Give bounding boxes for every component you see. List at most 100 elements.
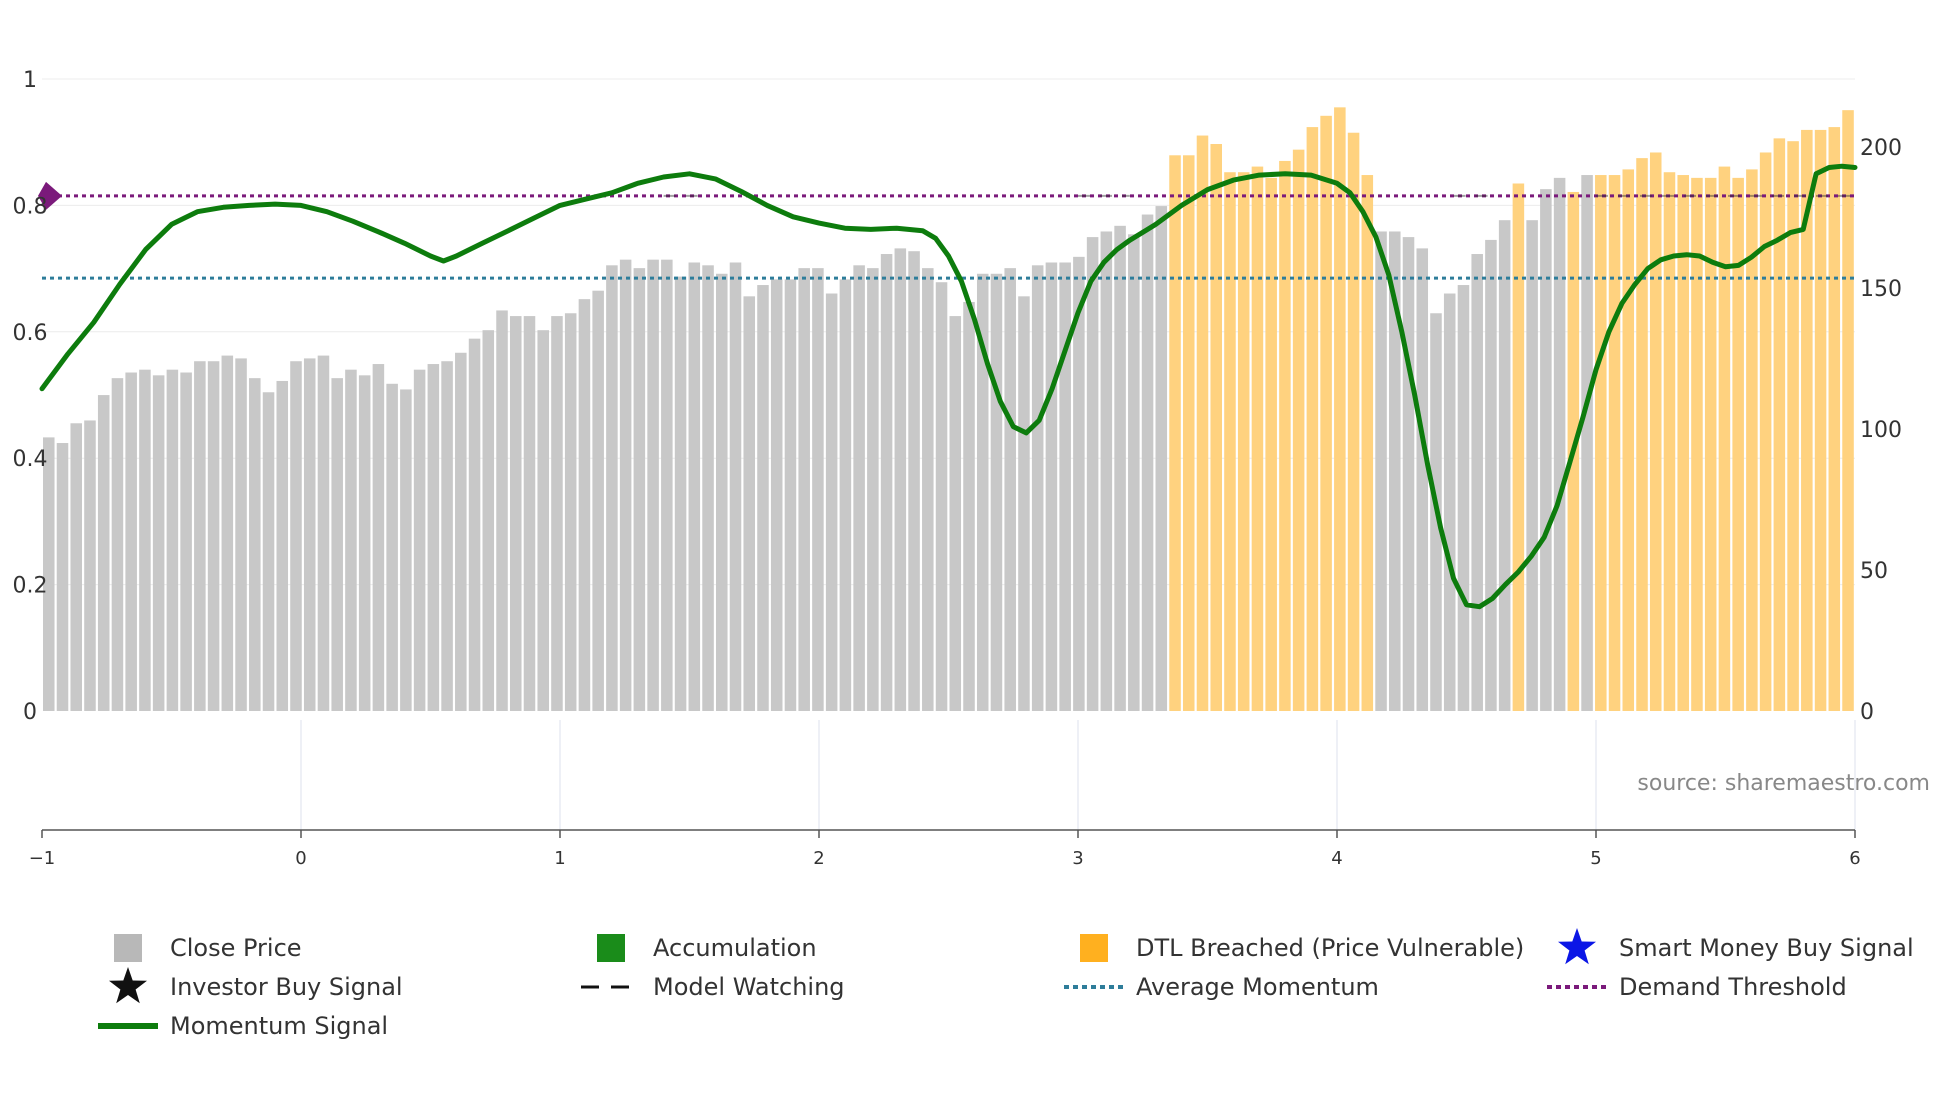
demand-threshold-marker bbox=[38, 181, 62, 210]
close-price-bar bbox=[537, 330, 549, 711]
close-price-bar bbox=[1292, 149, 1305, 711]
left-tick-label: 0.8 bbox=[13, 194, 48, 219]
close-price-bar bbox=[1251, 166, 1264, 711]
legend-item: Investor Buy Signal bbox=[109, 967, 403, 1004]
close-price-bar bbox=[1086, 237, 1099, 711]
close-price-bar bbox=[1169, 155, 1181, 711]
close-price-bar bbox=[427, 364, 440, 711]
close-price-bar bbox=[716, 273, 728, 711]
close-price-bar bbox=[1155, 206, 1168, 711]
close-price-bar bbox=[1114, 225, 1126, 712]
close-price-bar bbox=[111, 378, 124, 711]
close-price-bar bbox=[688, 262, 701, 711]
legend-label: DTL Breached (Price Vulnerable) bbox=[1136, 934, 1524, 962]
left-tick-label: 1 bbox=[23, 68, 37, 93]
close-price-bar bbox=[1224, 172, 1236, 712]
close-price-bar bbox=[317, 355, 330, 711]
close-price-bar bbox=[1746, 169, 1758, 711]
momentum-signal bbox=[39, 163, 1858, 610]
close-price-bar bbox=[1677, 175, 1689, 711]
close-price-bar bbox=[1471, 254, 1483, 711]
axis-ticks: 0 0.2 0.4 0.6 0.8 1 0 50 100 150 200 bbox=[13, 68, 1903, 725]
star bbox=[1558, 928, 1596, 965]
close-price-bar bbox=[935, 282, 948, 711]
black-star-icon bbox=[109, 967, 147, 1004]
close-price-bar bbox=[702, 265, 714, 711]
close-price-bar bbox=[1828, 127, 1841, 711]
close-price-bar bbox=[825, 293, 838, 711]
x-tick-label: 3 bbox=[1072, 848, 1083, 869]
close-price-bar bbox=[1787, 141, 1799, 712]
swatch bbox=[597, 934, 625, 962]
close-price-bar bbox=[1691, 177, 1703, 712]
star bbox=[109, 967, 147, 1004]
x-tick-label: −1 bbox=[29, 848, 56, 869]
close-price-bar bbox=[1347, 132, 1360, 711]
close-price-bar bbox=[1443, 293, 1456, 711]
close-price-bar bbox=[1279, 160, 1291, 711]
close-price-bar bbox=[1320, 115, 1332, 711]
legend-item: Accumulation bbox=[597, 934, 817, 962]
legend-item: Close Price bbox=[114, 934, 302, 962]
legend-label: Investor Buy Signal bbox=[170, 973, 403, 1001]
close-price-bar bbox=[84, 420, 96, 711]
close-price-bar bbox=[1402, 237, 1415, 711]
close-price-bar bbox=[468, 338, 481, 711]
close-price-bar bbox=[1608, 175, 1621, 711]
close-price-bar bbox=[1182, 155, 1195, 711]
right-tick-label: 100 bbox=[1860, 418, 1902, 443]
left-tick-label: 0.2 bbox=[13, 574, 48, 599]
close-price-bar bbox=[70, 423, 83, 711]
close-price-bar bbox=[1210, 144, 1222, 711]
close-price-bar bbox=[1196, 135, 1209, 712]
close-price-bar bbox=[1128, 234, 1140, 711]
close-price-bar bbox=[1842, 110, 1854, 712]
x-tick-label: 6 bbox=[1849, 848, 1860, 869]
close-price-bar bbox=[290, 361, 302, 711]
close-price-bar bbox=[674, 276, 687, 711]
right-tick-label: 50 bbox=[1860, 559, 1888, 584]
close-price-bar bbox=[729, 262, 742, 711]
close-price-bar bbox=[1141, 214, 1154, 712]
close-price-bar bbox=[441, 361, 453, 711]
green-square-icon bbox=[597, 934, 625, 962]
close-price-bar bbox=[166, 369, 179, 711]
close-price-bar bbox=[249, 378, 261, 711]
close-price-bar bbox=[139, 369, 151, 711]
close-price-bar bbox=[908, 251, 920, 711]
legend-item: Momentum Signal bbox=[98, 1012, 388, 1040]
close-price-bar bbox=[1361, 175, 1374, 711]
close-price-bar bbox=[1649, 152, 1662, 712]
close-price-bar bbox=[1759, 152, 1772, 712]
close-price-bar bbox=[1498, 220, 1511, 712]
legend-item: DTL Breached (Price Vulnerable) bbox=[1080, 934, 1524, 962]
legend-label: Model Watching bbox=[653, 973, 845, 1001]
legend-item: Smart Money Buy Signal bbox=[1558, 928, 1914, 965]
close-price-bar bbox=[56, 443, 69, 711]
close-price-bar bbox=[1540, 189, 1552, 712]
momentum-signal-line bbox=[39, 163, 1858, 610]
right-tick-label: 0 bbox=[1860, 700, 1874, 725]
close-price-bar bbox=[523, 316, 536, 711]
close-price-bar bbox=[853, 265, 865, 711]
close-price-bar bbox=[1059, 262, 1071, 711]
close-price-bar bbox=[303, 358, 316, 711]
close-price-bar bbox=[1018, 296, 1030, 711]
close-price-bar bbox=[1045, 262, 1058, 711]
close-price-bar bbox=[1718, 166, 1731, 711]
close-price-bar bbox=[1265, 177, 1277, 712]
close-price-bar bbox=[482, 330, 495, 711]
x-axis: −1 0 1 2 3 4 5 6 bbox=[29, 829, 1861, 869]
close-price-bar bbox=[1801, 129, 1813, 712]
close-price-bar bbox=[413, 369, 426, 711]
close-price-bar bbox=[578, 299, 591, 711]
close-price-bar bbox=[262, 392, 275, 711]
close-price-bar bbox=[1004, 268, 1016, 711]
close-price-bar bbox=[606, 265, 618, 711]
close-price-bars bbox=[43, 107, 1854, 712]
close-price-bar bbox=[894, 248, 907, 711]
legend-label: Momentum Signal bbox=[170, 1012, 388, 1040]
close-price-bar bbox=[1526, 220, 1538, 712]
close-price-bar bbox=[1512, 183, 1525, 712]
close-price-bar bbox=[43, 437, 55, 711]
